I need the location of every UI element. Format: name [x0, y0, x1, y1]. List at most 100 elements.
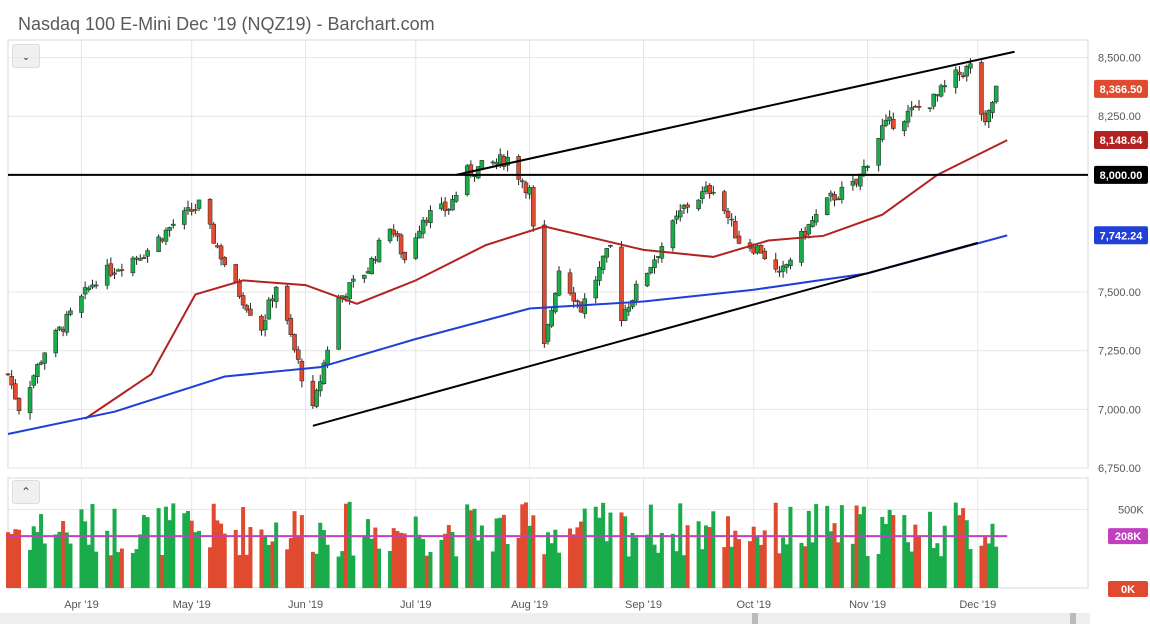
volume-bar [546, 532, 550, 588]
candle-body [828, 192, 834, 197]
candle-body [35, 364, 40, 377]
volume-tag [1108, 528, 1148, 545]
volume-bar [601, 502, 606, 588]
price-tag-label: 7,742.24 [1100, 230, 1144, 242]
candle-body [883, 119, 889, 126]
volume-bar [35, 532, 40, 588]
candle-body [211, 223, 216, 244]
volume-bar [942, 525, 947, 588]
volume-bar [446, 525, 451, 588]
volume-bar [659, 532, 664, 588]
volume-bar [171, 503, 176, 588]
candle-body [365, 271, 371, 274]
volume-bar [773, 502, 778, 588]
price-tag [1094, 226, 1148, 245]
volume-bar [626, 556, 631, 588]
candle-body [685, 204, 690, 208]
candle-body [450, 199, 455, 211]
volume-bar [366, 519, 370, 588]
candle-body [347, 282, 352, 300]
volume-bar [726, 516, 730, 588]
volume-bar [340, 551, 345, 588]
candle-body [479, 160, 485, 170]
volume-y-tick-label: 500K [1118, 504, 1144, 516]
volume-bar [839, 505, 844, 588]
candle-body [835, 198, 841, 201]
volume-bar [799, 542, 804, 588]
volume-bar [917, 536, 922, 588]
volume-tag-label: 208K [1115, 531, 1141, 543]
candle-body [938, 85, 944, 97]
volume-bar [17, 529, 22, 588]
collapse-volume-pane-button[interactable]: ⌃ [12, 480, 40, 504]
volume-bar [648, 504, 653, 588]
timeline-scrollbar[interactable] [0, 613, 1090, 624]
volume-bar [777, 553, 782, 588]
candle-body [891, 118, 896, 129]
candle-body [905, 110, 911, 123]
volume-bar [285, 549, 290, 588]
candle-body [700, 191, 705, 200]
volume-bar [711, 511, 716, 588]
volume-bar [883, 523, 888, 588]
scrollbar-right-handle[interactable] [1070, 613, 1076, 624]
volume-bar [28, 549, 33, 588]
candle-body [9, 376, 14, 386]
candle-body [141, 257, 147, 259]
volume-bar [42, 543, 47, 588]
x-tick-label: Dec '19 [959, 599, 996, 611]
candle-body [648, 266, 654, 274]
y-tick-label: 8,250.00 [1098, 111, 1141, 123]
candle-body [376, 239, 382, 263]
volume-bar [13, 529, 18, 588]
volume-bar [79, 509, 84, 588]
volume-bar [321, 530, 326, 588]
candle-body [259, 315, 264, 331]
volume-bar [391, 528, 396, 588]
candle-body [398, 234, 404, 255]
candle-body [64, 313, 70, 333]
volume-bar [244, 554, 249, 588]
candle-body [310, 380, 316, 406]
volume-bar [138, 534, 143, 588]
volume-bar [197, 530, 202, 588]
volume-bar [443, 533, 448, 588]
y-tick-label: 7,000.00 [1098, 404, 1141, 416]
volume-bar [417, 534, 422, 588]
volume-bar [828, 531, 833, 588]
candle-body [215, 245, 220, 248]
candle-body [93, 284, 99, 287]
volume-bar [762, 530, 767, 588]
candle-body [13, 383, 18, 400]
candle-body [266, 299, 272, 320]
volume-bar [222, 533, 227, 588]
candle-body [982, 112, 988, 123]
candle-body [762, 250, 767, 259]
candle-body [57, 326, 62, 330]
candle-body [677, 210, 683, 218]
volume-bar [248, 527, 253, 588]
candle-body [784, 264, 790, 268]
collapse-price-pane-button[interactable]: ⌄ [12, 44, 40, 68]
trendline-resistance [455, 50, 1015, 176]
candle-body [134, 257, 139, 260]
candle-body [428, 210, 433, 223]
candle-body [824, 197, 830, 215]
volume-bar [781, 537, 786, 588]
candle-body [336, 297, 341, 350]
candle-body [703, 186, 709, 192]
volume-bar [189, 520, 194, 588]
volume-bar [968, 549, 973, 588]
candle-body [957, 71, 962, 75]
volume-bar [421, 538, 426, 588]
candle-body [527, 187, 532, 195]
volume-bar [465, 504, 470, 588]
candle-body [520, 180, 525, 183]
volume-bar [931, 548, 936, 588]
scrollbar-left-handle[interactable] [752, 613, 758, 624]
volume-bar [9, 533, 14, 588]
volume-bar [880, 516, 885, 588]
candle-body [725, 210, 731, 218]
candle-body [5, 373, 11, 376]
